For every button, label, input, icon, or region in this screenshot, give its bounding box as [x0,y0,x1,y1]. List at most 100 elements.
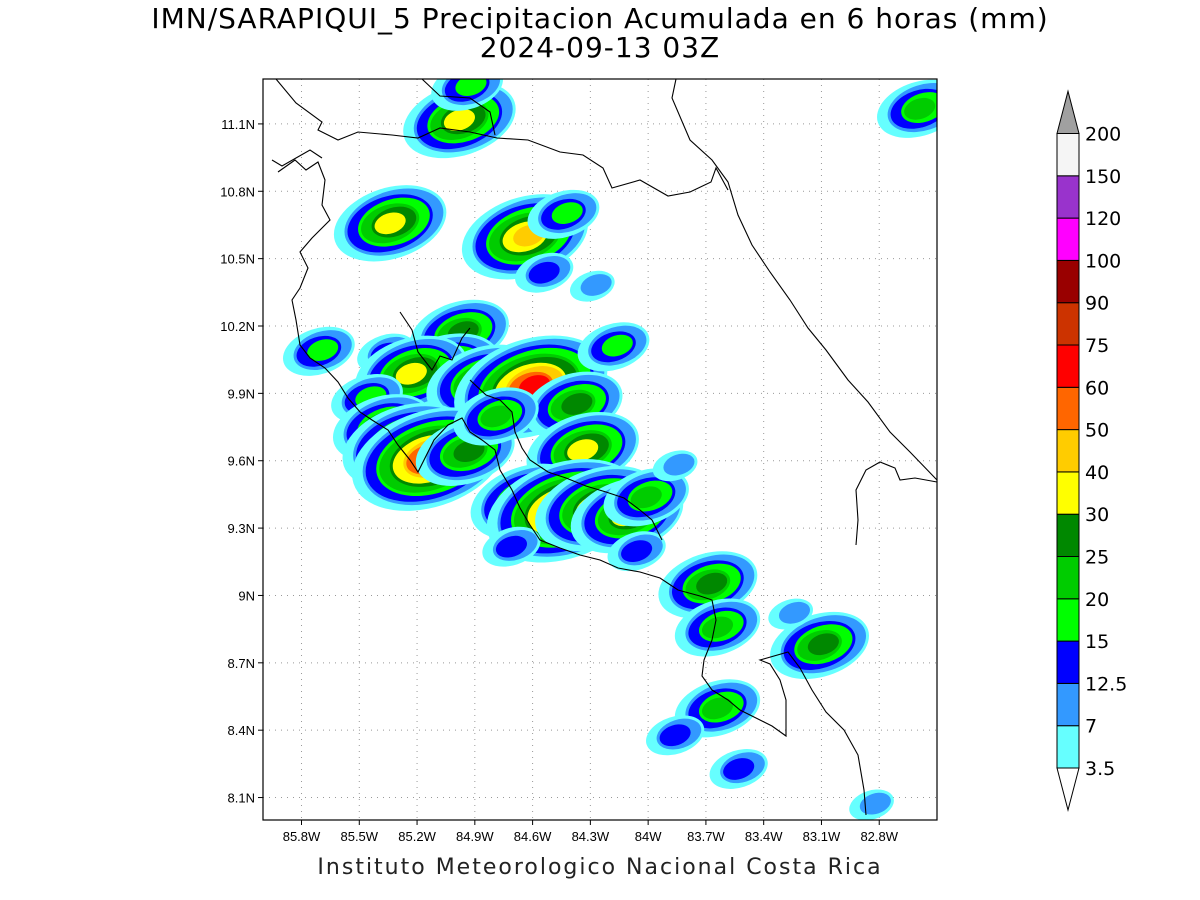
precip-contour [859,792,891,815]
colorbar-swatch [1056,513,1080,558]
panama-border [855,461,937,546]
colorbar-label: 15 [1085,631,1109,653]
latitude-axis: 11.1N 10.8N 10.5N 10.2N 9.9N 9.6N 9.3N 9N 8.7N 8.… [220,117,263,806]
lon-tick-label: 84.9W [456,829,494,844]
colorbar-label: 30 [1085,504,1109,526]
colorbar-legend: 3.5 7 12.5 15 20 25 30 40 50 60 75 90 100 120 150 200 [1056,89,1127,812]
lat-tick-label: 10.5N [220,252,255,267]
precip-cell [431,79,504,111]
precip-cell [607,531,666,572]
precipitation-field [282,79,937,820]
precip-contour [453,440,485,463]
costa-rica-nicaragua-border [399,311,471,371]
lon-tick-label: 82.8W [860,829,898,844]
colorbar-label: 150 [1085,166,1121,188]
precip-contour [696,572,728,595]
lon-tick-label: 84.6W [514,829,552,844]
lat-tick-label: 8.7N [228,656,255,671]
precip-cell [603,468,689,527]
colorbar-label: 25 [1085,547,1109,569]
precip-cell [849,789,894,820]
colorbar-label: 100 [1085,250,1121,272]
precip-contour [807,633,839,656]
lat-tick-label: 9.3N [228,521,255,536]
colorbar-swatch [1056,556,1080,600]
colorbar-label: 120 [1085,208,1121,230]
precip-cell [877,79,937,138]
precip-cell [709,749,768,789]
colorbar-bottom-arrow [1056,767,1080,812]
lon-tick-label: 85.8W [283,829,321,844]
nicaragua-lake-shore [275,79,729,197]
lon-tick-label: 84.3W [572,829,610,844]
colorbar-swatch [1056,302,1080,346]
colorbar-swatch [1056,175,1080,219]
precip-contour [701,616,734,639]
lon-tick-label: 85.2W [398,829,436,844]
precip-cell [768,598,813,630]
precip-cell [569,270,615,302]
precip-cell [453,387,539,446]
caribbean-coast [671,79,937,481]
colorbar-swatch [1056,217,1080,261]
colorbar-swatch [1056,344,1080,388]
colorbar-swatch [1056,640,1080,684]
footer-credit: Instituto Meteorologico Nacional Costa R… [317,855,883,880]
map-frame [262,78,938,821]
precip-cell [482,526,541,567]
precip-cell [674,598,761,657]
precip-cell [577,322,650,372]
precip-contour [701,697,734,720]
precip-contour [395,362,427,385]
lat-tick-label: 8.1N [228,791,255,806]
colorbar-label: 200 [1085,124,1121,146]
lon-tick-label: 85.5W [340,829,378,844]
precip-contour [528,261,560,284]
precip-contour [551,202,583,224]
lat-tick-label: 11.1N [221,117,255,132]
lat-tick-label: 9.6N [228,454,255,469]
colorbar-label: 12.5 [1085,673,1127,695]
precip-cell [770,611,870,680]
colorbar-swatch [1056,259,1080,304]
precip-contour [904,97,936,120]
precip-contour [601,334,633,357]
precip-contour [580,274,612,296]
longitude-axis: 85.8W 85.5W 85.2W 84.9W 84.6W 84.3W 84W 83.7W 83… [283,820,899,844]
lon-tick-label: 83.1W [803,829,841,844]
colorbar-swatch [1056,471,1080,515]
precip-contour [443,109,475,131]
precip-contour [374,212,406,235]
lon-tick-label: 83.4W [745,829,783,844]
precip-contour [723,758,755,780]
colorbar-label: 7 [1085,716,1097,738]
colorbar-swatch [1056,725,1080,769]
coastline-borders [271,79,937,816]
colorbar-label: 40 [1085,462,1109,484]
colorbar-label: 75 [1085,335,1109,357]
nicaragua-inlet [271,149,323,167]
lon-tick-label: 84W [635,829,662,844]
precip-cell [282,326,355,376]
lat-tick-label: 9N [238,588,255,603]
pacific-coast-nicoya [277,159,867,816]
colorbar-swatch [1056,429,1080,473]
colorbar-swatch [1056,598,1080,642]
precip-contour [561,393,593,415]
precip-cell [658,551,758,619]
precip-contour [778,601,811,624]
lat-tick-label: 10.8N [220,184,255,199]
precip-contour [455,79,487,97]
lat-tick-label: 10.2N [220,319,255,334]
colorbar-top-arrow [1056,89,1080,134]
precip-cell [527,189,600,239]
precip-contour [659,724,691,747]
lat-tick-label: 9.9N [228,386,255,401]
lat-tick-label: 8.4N [228,723,255,738]
colorbar-label: 60 [1085,377,1109,399]
colorbar-label: 20 [1085,589,1109,611]
precip-contour [621,540,653,563]
colorbar-swatch [1056,682,1080,727]
colorbar-swatch [1056,386,1080,431]
